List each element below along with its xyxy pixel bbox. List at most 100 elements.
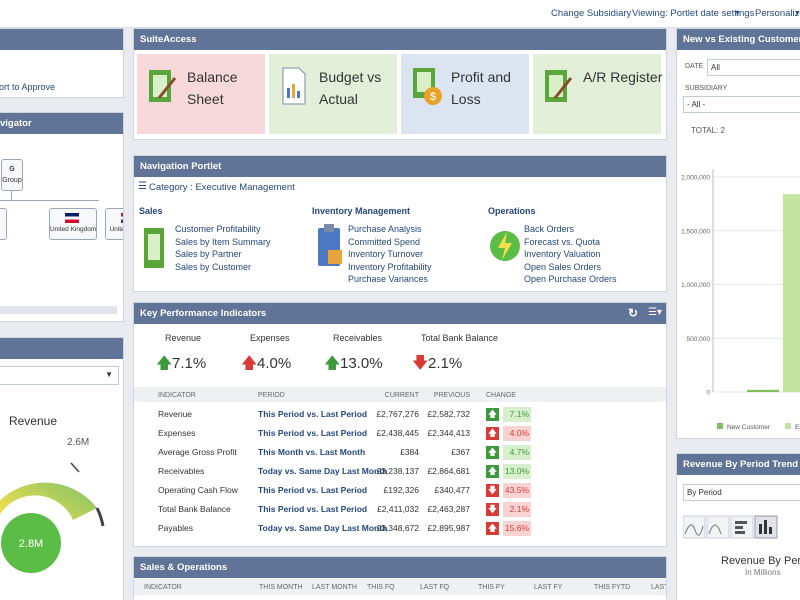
change-icon: 🡅	[486, 427, 499, 440]
date-select[interactable]: All	[707, 59, 800, 76]
nav-link[interactable]: Purchase Variances	[348, 274, 428, 284]
previous: £2,344,413	[427, 428, 470, 438]
tile-label: A/R Register	[583, 69, 663, 85]
period-link[interactable]: Today vs. Same Day Last Month	[258, 523, 388, 533]
nav-link[interactable]: Open Sales Orders	[524, 261, 602, 272]
node-label: United Kingdom	[50, 226, 97, 233]
portlet-header: SuiteAccess	[134, 29, 666, 50]
menu-button[interactable]: ☰▾	[648, 307, 662, 318]
kpi-row: Total Bank Balance This Period vs. Last P…	[134, 500, 666, 519]
column-header: LAST FQ	[420, 584, 450, 591]
chart-title: Revenue By Perio	[721, 555, 800, 567]
dropdown-caret: ▼	[734, 10, 741, 17]
top-link[interactable]: Change Subsidiary	[551, 8, 632, 19]
previous: £340,477	[434, 485, 470, 495]
nav-link[interactable]: Forecast vs. Quota	[524, 236, 601, 247]
nav-link[interactable]: Open Purchase Orders	[524, 274, 617, 284]
kpi-change: 7.1%	[172, 355, 207, 372]
tile-icon	[149, 70, 177, 102]
indicator: Expenses	[158, 428, 196, 438]
kpi-arrow: 🡇	[412, 355, 429, 372]
legend-label: Exi	[795, 424, 800, 431]
sales-operations-portlet: Sales & Operations INDICATOR THIS MONTH LA…	[133, 556, 667, 600]
period-select[interactable]: By Period	[683, 484, 800, 501]
svg-text:$: $	[430, 91, 436, 103]
connector	[11, 190, 12, 200]
period-link[interactable]: This Month vs. Last Month	[258, 447, 366, 457]
customer-sales-portlet: New vs Existing Customer Sales DATE All …	[676, 28, 800, 439]
kpi-row: Revenue This Period vs. Last Period £2,767…	[134, 405, 666, 424]
current: £2,767,276	[376, 409, 419, 419]
org-node[interactable]: United States	[105, 208, 123, 240]
portlet-header: New vs Existing Customer Sales	[677, 29, 800, 50]
portlet-header	[0, 338, 123, 359]
portlet-header	[0, 29, 123, 50]
section-icon	[490, 231, 520, 261]
subsidiary-select[interactable]: - All -	[683, 96, 800, 113]
previous: £2,582,732	[427, 409, 470, 419]
kpi-arrow: 🡅	[156, 355, 173, 372]
kpi-arrow: 🡅	[241, 355, 258, 372]
nav-link[interactable]: Inventory Profitability	[348, 261, 432, 272]
nav-link[interactable]: Sales by Item Summary	[175, 236, 271, 247]
dropdown-caret: ▼	[794, 10, 800, 17]
portlet-header: Navigation Portlet	[134, 156, 666, 177]
shortcut-tile[interactable]: $ Profit and Loss	[401, 54, 529, 134]
column-header: CURRENT	[384, 392, 419, 399]
node-label: lands	[0, 226, 6, 233]
table-header	[134, 579, 666, 595]
approve-link[interactable]: ort to Approve	[0, 82, 56, 92]
category[interactable]: Category : Executive Management	[149, 182, 295, 193]
nav-link[interactable]: Purchase Analysis	[348, 224, 422, 234]
nav-link[interactable]: Committed Spend	[348, 236, 421, 247]
filter-label: SUBSIDIARY	[685, 85, 728, 92]
nav-link[interactable]: Sales by Customer	[175, 261, 252, 272]
scrollbar[interactable]	[0, 306, 117, 314]
top-bar: Change Subsidiary Viewing: Portlet date …	[0, 0, 800, 28]
chart-type-buttons[interactable]	[683, 514, 783, 544]
org-node[interactable]: United Kingdom	[49, 208, 97, 240]
change-icon: 🡅	[486, 522, 499, 535]
period-link[interactable]: This Period vs. Last Period	[258, 428, 368, 438]
shortcut-tile[interactable]: Budget vs Actual	[269, 54, 397, 134]
nav-link[interactable]: Customer Profitability	[175, 224, 261, 234]
indicator: Total Bank Balance	[158, 504, 231, 514]
nav-link[interactable]: Inventory Turnover	[348, 249, 424, 259]
refresh-button[interactable]: ↻	[628, 306, 639, 320]
kpi-label: Revenue	[165, 333, 202, 343]
navigation-portlet: Navigation Portlet ☰ Category : Executiv…	[133, 155, 667, 292]
dropdown[interactable]: ▼	[0, 366, 119, 385]
kpi-label: Receivables	[333, 333, 383, 343]
period-link[interactable]: This Period vs. Last Period	[258, 409, 368, 419]
current: £192,326	[383, 485, 419, 495]
period-link[interactable]: This Period vs. Last Period	[258, 485, 368, 495]
connector	[0, 200, 99, 201]
nav-link[interactable]: Sales by Partner	[175, 249, 242, 259]
shortcut-tile[interactable]: A/R Register	[533, 54, 662, 134]
org-node[interactable]: G Group	[1, 159, 23, 191]
previous: £367	[451, 447, 470, 457]
current: £2,411,032	[377, 504, 419, 514]
gauge-title: Revenue	[9, 414, 57, 428]
top-link[interactable]: Viewing: Portlet date settings	[632, 8, 755, 19]
y-tick-label: 1,000,000	[681, 282, 710, 289]
portlet-header: Revenue By Period Trend	[677, 454, 800, 475]
change-icon: 🡅	[486, 465, 499, 478]
period-link[interactable]: Today vs. Same Day Last Month	[258, 466, 388, 476]
change-icon: 🡅	[486, 408, 499, 421]
period-link[interactable]: This Period vs. Last Period	[258, 504, 368, 514]
org-node[interactable]: lands	[0, 208, 7, 240]
kpi-row: Payables Today vs. Same Day Last Month £3,…	[134, 519, 666, 538]
gauge-portlet: ▼ Revenue 2.6M 2.8M	[0, 337, 124, 600]
filter-label: DATE	[685, 63, 704, 70]
nav-link[interactable]: Inventory Valuation	[524, 249, 601, 259]
legend-swatch	[785, 423, 791, 429]
current: £2,438,445	[376, 428, 419, 438]
section-icon	[144, 228, 164, 268]
indicator: Operating Cash Flow	[158, 485, 238, 495]
top-link[interactable]: Personalize	[755, 8, 800, 19]
nav-link[interactable]: Back Orders	[524, 224, 575, 234]
shortcut-tile[interactable]: Balance Sheet	[137, 54, 265, 134]
node-code: G	[9, 166, 15, 173]
indicator: Revenue	[158, 409, 193, 419]
